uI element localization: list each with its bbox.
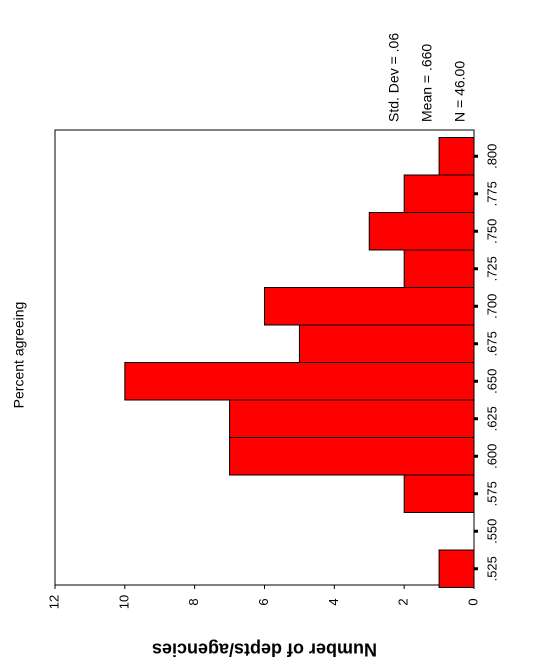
- count-tick-label: 2: [396, 598, 411, 605]
- histogram-bar-575: [403, 474, 475, 513]
- stat-line: Mean = .660: [419, 44, 435, 122]
- count-tick-label: 0: [465, 598, 480, 605]
- bin-tick-label: .775: [484, 181, 499, 206]
- stat-line: N = 46.00: [452, 61, 468, 122]
- count-tick-label: 6: [256, 598, 271, 605]
- bin-tick-label: .725: [484, 256, 499, 281]
- bin-tick-label: .550: [484, 519, 499, 544]
- bin-tick-label: .675: [484, 331, 499, 356]
- histogram-bar-625: [229, 399, 475, 438]
- chart-title: Percent agreeing: [11, 302, 27, 409]
- bin-tick-label: .625: [484, 406, 499, 431]
- histogram-bar-775: [403, 174, 475, 213]
- count-tick-label: 8: [186, 598, 201, 605]
- bin-tick-label: .575: [484, 481, 499, 506]
- count-axis-title: Number of depts/agencies: [152, 639, 377, 659]
- histogram-bar-600: [229, 437, 475, 476]
- count-tick-label: 10: [116, 595, 131, 609]
- histogram-bar-700: [264, 287, 475, 326]
- bin-tick-label: .800: [484, 144, 499, 169]
- stat-line: Std. Dev = .06: [386, 33, 402, 122]
- bin-tick-label: .700: [484, 294, 499, 319]
- histogram-bar-750: [368, 212, 475, 251]
- count-tick-label: 12: [46, 595, 61, 609]
- bin-tick-label: .600: [484, 444, 499, 469]
- bin-tick-label: .525: [484, 556, 499, 581]
- histogram-bar-675: [298, 324, 475, 363]
- histogram-bar-525: [438, 549, 475, 588]
- bin-tick-label: .750: [484, 219, 499, 244]
- histogram-bar-800: [438, 137, 475, 176]
- count-tick-label: 4: [326, 598, 341, 605]
- histogram-bar-650: [124, 362, 475, 401]
- bin-tick-label: .650: [484, 369, 499, 394]
- histogram-bar-725: [403, 249, 475, 288]
